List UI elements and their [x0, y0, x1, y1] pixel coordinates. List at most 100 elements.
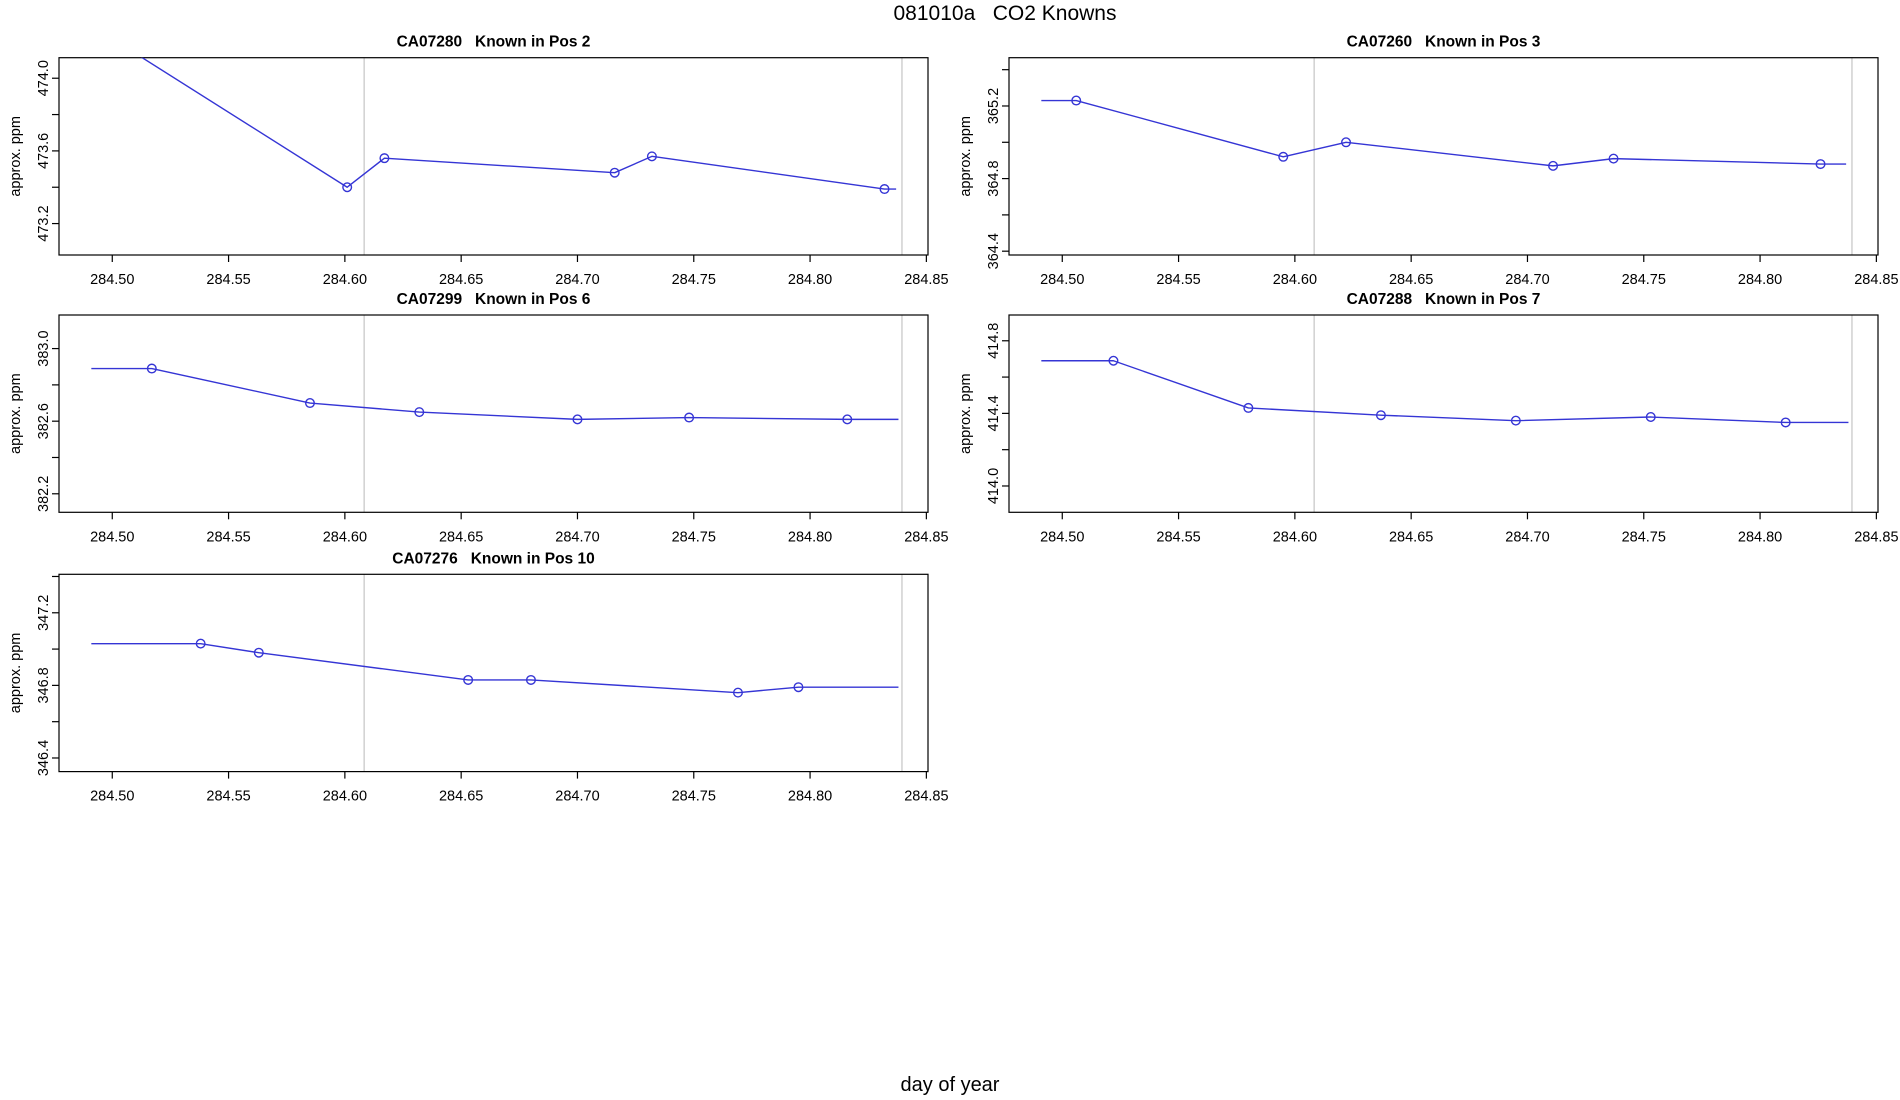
- data-point-marker: [646, 151, 657, 162]
- y-tick-label: 383.0: [36, 330, 52, 366]
- data-point-marker: [1780, 417, 1791, 428]
- x-tick-label: 284.80: [1738, 272, 1782, 288]
- plot-box: [58, 57, 929, 256]
- panel-title: CA07260 Known in Pos 3: [1347, 34, 1541, 51]
- panel-title: CA07276 Known in Pos 10: [392, 550, 594, 567]
- x-tick-label: 284.80: [1738, 529, 1782, 545]
- data-point-marker: [1510, 415, 1521, 426]
- y-axis-label: approx. ppm: [8, 633, 24, 714]
- y-tick-label: 473.2: [36, 205, 52, 241]
- x-tick-label: 284.70: [555, 272, 599, 288]
- x-tick-label: 284.65: [439, 789, 483, 805]
- y-axis-label: approx. ppm: [8, 373, 24, 454]
- x-tick-label: 284.65: [439, 272, 483, 288]
- y-axis-label: approx. ppm: [8, 116, 24, 197]
- x-tick-label: 284.80: [788, 789, 832, 805]
- x-tick-label: 284.55: [206, 789, 250, 805]
- y-tick-label: 382.2: [36, 476, 52, 512]
- x-tick-label: 284.60: [323, 529, 367, 545]
- panel-title: CA07280 Known in Pos 2: [397, 34, 591, 51]
- x-tick-label: 284.60: [323, 789, 367, 805]
- x-tick-label: 284.60: [1273, 529, 1317, 545]
- data-point-marker: [1375, 410, 1386, 421]
- data-point-marker: [379, 153, 390, 164]
- data-point-marker: [1815, 159, 1826, 170]
- y-axis-label: approx. ppm: [958, 116, 974, 197]
- data-point-marker: [609, 167, 620, 178]
- panel-title: CA07288 Known in Pos 7: [1347, 291, 1541, 308]
- x-tick-label: 284.50: [1040, 529, 1084, 545]
- plot-box: [58, 573, 929, 773]
- x-tick-label: 284.75: [672, 789, 716, 805]
- y-tick-label: 364.4: [986, 233, 1002, 269]
- x-tick-label: 284.85: [904, 789, 948, 805]
- data-point-marker: [1108, 355, 1119, 366]
- y-tick-label: 473.6: [36, 133, 52, 169]
- x-tick-label: 284.65: [1389, 529, 1433, 545]
- x-tick-label: 284.55: [1156, 529, 1200, 545]
- x-tick-label: 284.85: [904, 272, 948, 288]
- plot-box: [1008, 57, 1879, 256]
- x-tick-label: 284.60: [323, 272, 367, 288]
- y-tick-label: 346.8: [36, 667, 52, 703]
- data-point-marker: [684, 412, 695, 423]
- data-point-marker: [572, 414, 583, 425]
- x-tick-label: 284.70: [1505, 529, 1549, 545]
- x-tick-label: 284.70: [555, 789, 599, 805]
- data-point-marker: [1243, 402, 1254, 413]
- x-tick-label: 284.85: [1854, 272, 1898, 288]
- y-tick-label: 347.2: [36, 595, 52, 631]
- plot-box: [1008, 314, 1879, 513]
- x-tick-label: 284.60: [1273, 272, 1317, 288]
- data-point-marker: [1645, 412, 1656, 423]
- panel-title: CA07299 Known in Pos 6: [397, 291, 591, 308]
- data-point-marker: [414, 407, 425, 418]
- x-tick-label: 284.55: [206, 272, 250, 288]
- data-line: [1041, 99, 1847, 167]
- y-axis-label: approx. ppm: [958, 373, 974, 454]
- x-tick-label: 284.85: [904, 529, 948, 545]
- x-tick-label: 284.75: [672, 529, 716, 545]
- data-point-marker: [1608, 153, 1619, 164]
- data-point-marker: [253, 647, 264, 658]
- y-tick-label: 346.4: [36, 740, 52, 776]
- data-point-marker: [304, 398, 315, 409]
- data-line: [91, 367, 899, 421]
- x-tick-label: 284.80: [788, 272, 832, 288]
- data-point-marker: [195, 638, 206, 649]
- x-tick-label: 284.75: [672, 272, 716, 288]
- data-point-marker: [146, 363, 157, 374]
- data-point-marker: [793, 682, 804, 693]
- x-tick-label: 284.50: [90, 272, 134, 288]
- data-point-marker: [1071, 95, 1082, 106]
- data-point-marker: [342, 182, 353, 193]
- x-tick-label: 284.75: [1622, 272, 1666, 288]
- y-tick-label: 414.8: [986, 323, 1002, 359]
- y-tick-label: 414.0: [986, 468, 1002, 504]
- x-tick-label: 284.75: [1622, 529, 1666, 545]
- x-tick-label: 284.70: [1505, 272, 1549, 288]
- x-tick-label: 284.50: [90, 789, 134, 805]
- x-tick-label: 284.85: [1854, 529, 1898, 545]
- x-tick-label: 284.80: [788, 529, 832, 545]
- x-tick-label: 284.50: [90, 529, 134, 545]
- figure-title: 081010a CO2 Knowns: [893, 2, 1117, 25]
- x-tick-label: 284.65: [439, 529, 483, 545]
- x-axis-outer-label: day of year: [900, 1074, 1000, 1096]
- data-line: [1041, 360, 1849, 424]
- x-tick-label: 284.55: [1156, 272, 1200, 288]
- data-point-marker: [463, 674, 474, 685]
- y-tick-label: 365.2: [986, 88, 1002, 124]
- y-tick-label: 364.8: [986, 160, 1002, 196]
- data-point-marker: [1278, 151, 1289, 162]
- data-point-marker: [732, 687, 743, 698]
- data-point-marker: [525, 674, 536, 685]
- x-tick-label: 284.65: [1389, 272, 1433, 288]
- y-tick-label: 474.0: [36, 60, 52, 96]
- data-point-marker: [1341, 137, 1352, 148]
- x-tick-label: 284.55: [206, 529, 250, 545]
- data-line: [91, 642, 899, 694]
- data-line: [140, 57, 897, 190]
